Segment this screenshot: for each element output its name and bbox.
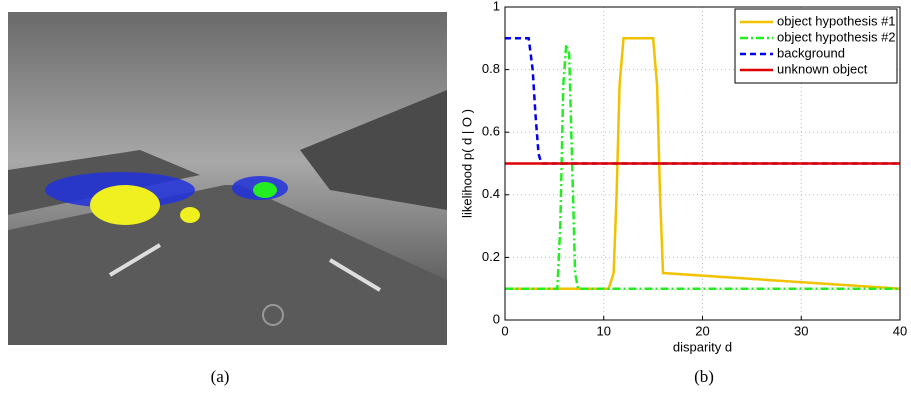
line [505,37,900,165]
legend-label: unknown object [777,61,868,76]
y-tick-label: 0.6 [482,124,500,139]
caption: (a) [211,367,230,386]
line [505,44,900,290]
photo [8,12,447,345]
x-tick-label: 30 [794,323,808,338]
x-axis-label: disparity d [673,339,732,354]
y-tick-label: 1 [493,0,500,13]
legend-label: object hypothesis #2 [777,29,896,44]
y-axis-label: likelihood p( d | O ) [459,109,474,218]
y-tick-label: 0.8 [482,61,500,76]
caption: (b) [694,367,714,386]
x-tick-label: 0 [501,323,508,338]
x-tick-label: 40 [893,323,907,338]
y-tick-label: 0.4 [482,186,500,201]
x-tick-label: 10 [597,323,611,338]
legend-label: background [777,45,845,60]
x-tick-label: 20 [695,323,709,338]
y-tick-label: 0.2 [482,249,500,264]
legend-label: object hypothesis #1 [777,13,896,28]
plot-frame [504,6,901,321]
y-tick-label: 0 [493,311,500,326]
line [505,37,901,290]
